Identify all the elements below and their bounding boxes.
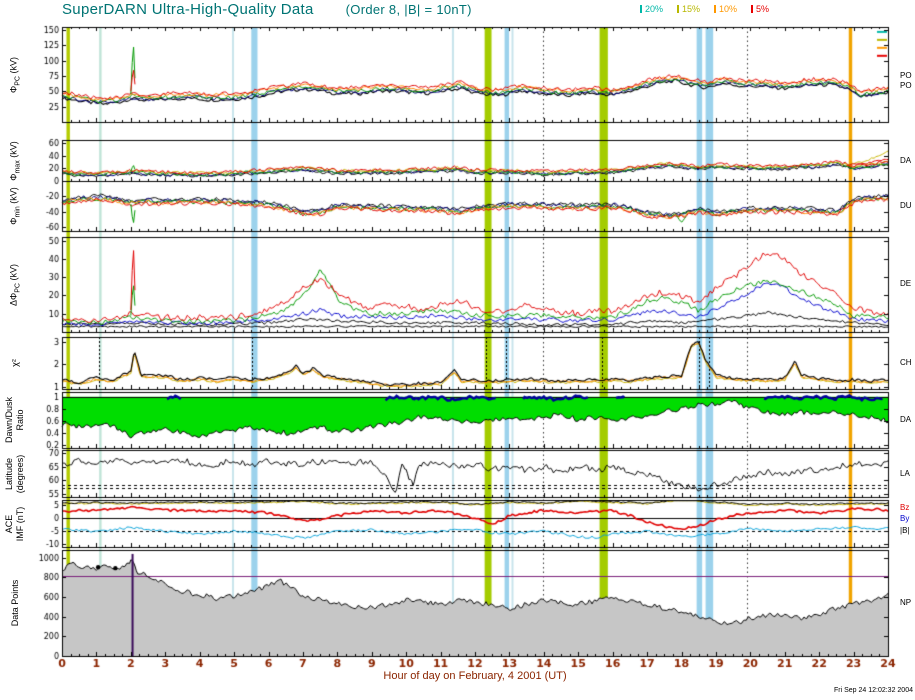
legend-label: 20% [645, 4, 664, 14]
legend-label: 5% [756, 4, 770, 14]
legend-tick-icon [640, 5, 642, 13]
legend-tick-icon [751, 5, 754, 13]
plot-title: SuperDARN Ultra-High-Quality Data (Order … [62, 1, 472, 18]
legend-tick-icon [714, 5, 717, 13]
right-label-ch: CH [900, 358, 912, 367]
y-axis-label-phi-pc: ΦPC (kV) [8, 56, 22, 93]
y-axis-label-data-points: Data Points [10, 579, 20, 627]
right-label-da-2: DA [900, 415, 912, 424]
right-label-np: NP [900, 598, 912, 607]
y-axis-label-phi-min: Φmin (kV) [8, 187, 22, 225]
y-axis-label-chi-squared: χ² [10, 359, 20, 367]
legend-item-15%: 15% [677, 4, 700, 14]
legend-item-10%: 10% [714, 4, 737, 14]
legend-tick-icon [677, 5, 680, 13]
right-label-po-2: PO [900, 81, 912, 90]
right-label-po-1: PO [900, 71, 912, 80]
y-axis-label-phi-max: Φmax (kV) [8, 140, 22, 181]
y-axis-label-dawn-dusk: Dawn/Dusk [4, 396, 14, 444]
right-label-bmag: |B| [900, 526, 910, 535]
percent-legend: 20% 15% 10% 5% [640, 4, 769, 14]
y-axis-label-latitude: Latitude [4, 457, 14, 490]
legend-item-5%: 5% [751, 4, 769, 14]
legend-item-20%: 20% [640, 4, 663, 14]
right-label-de: DE [900, 279, 912, 288]
y-axis-label-ace: ACE [4, 514, 14, 533]
right-label-bz: Bz [900, 503, 910, 512]
right-label-du: DU [900, 201, 912, 210]
x-axis-title: Hour of day on February, 4 2001 (UT) [383, 670, 567, 682]
y-axis-label-ratio: Ratio [15, 409, 25, 431]
y-axis-label-delta-phi-pc: ΔΦPC (kV) [8, 263, 22, 306]
legend-label: 10% [719, 4, 738, 14]
right-label-by: By [900, 514, 910, 523]
page-title: SuperDARN Ultra-High-Quality Data [62, 1, 314, 18]
y-axis-label-imf: IMF (nT) [15, 506, 25, 541]
right-label-da-1: DA [900, 156, 912, 165]
legend-label: 15% [682, 4, 701, 14]
y-axis-label-degrees: (degrees) [15, 454, 25, 493]
title-parameters: (Order 8, |B| = 10nT) [345, 2, 472, 17]
right-label-la: LA [900, 469, 910, 478]
timestamp: Fri Sep 24 12:02:32 2004 [833, 687, 913, 694]
